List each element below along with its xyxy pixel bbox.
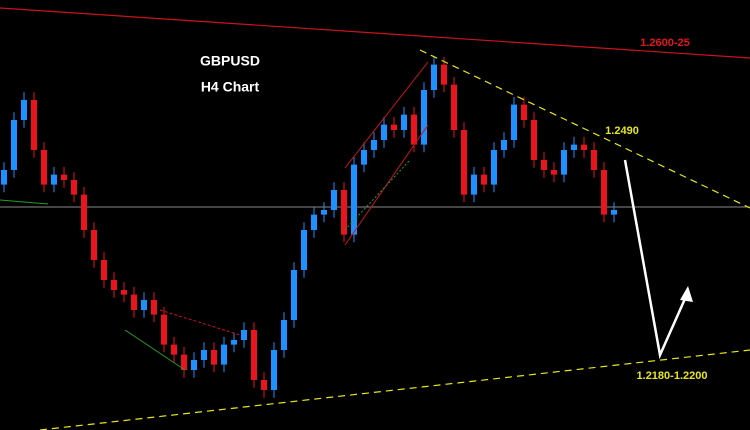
candle-body bbox=[41, 150, 47, 185]
candle-body bbox=[491, 150, 497, 185]
candle-body bbox=[361, 150, 367, 165]
candle-body bbox=[331, 190, 337, 210]
candle-body bbox=[451, 84, 457, 130]
candle-body bbox=[151, 300, 157, 315]
candle-body bbox=[291, 270, 297, 320]
candle-body bbox=[51, 174, 57, 185]
candle-body bbox=[181, 354, 187, 370]
candle-body bbox=[471, 174, 477, 195]
candle-body bbox=[311, 214, 317, 230]
candle-body bbox=[121, 290, 127, 295]
candle-body bbox=[81, 194, 87, 230]
channel-line bbox=[0, 199, 49, 205]
candle-body bbox=[541, 160, 547, 170]
candle-body bbox=[261, 380, 267, 390]
candle-body bbox=[381, 124, 387, 140]
candle-body bbox=[271, 350, 277, 390]
candle-body bbox=[281, 320, 287, 350]
candle-body bbox=[511, 104, 517, 140]
candle-body bbox=[481, 174, 487, 185]
candle-body bbox=[501, 140, 507, 150]
candle-body bbox=[201, 350, 207, 360]
candle-body bbox=[431, 64, 437, 90]
level-label: 1.2600-25 bbox=[640, 37, 690, 49]
candle-body bbox=[221, 344, 227, 365]
candle-body bbox=[441, 64, 447, 85]
candle-body bbox=[611, 210, 617, 215]
candle-body bbox=[581, 144, 587, 150]
candle-body bbox=[91, 230, 97, 260]
arrow-head bbox=[680, 286, 693, 302]
candle-body bbox=[171, 344, 177, 355]
candle-body bbox=[141, 300, 147, 310]
candle-body bbox=[191, 360, 197, 370]
candle-body bbox=[11, 120, 17, 170]
candle-body bbox=[131, 294, 137, 310]
candle-body bbox=[21, 100, 27, 120]
candle-body bbox=[601, 170, 607, 215]
forecast-arrow bbox=[623, 159, 690, 360]
candle-body bbox=[111, 280, 117, 290]
candle-body bbox=[561, 150, 567, 175]
candle-body bbox=[161, 314, 167, 345]
candle-body bbox=[591, 150, 597, 170]
candle-body bbox=[461, 130, 467, 195]
candle-body bbox=[71, 180, 77, 195]
candle-body bbox=[341, 190, 347, 235]
candle-body bbox=[371, 140, 377, 150]
resistance-line bbox=[0, 7, 750, 59]
candle-body bbox=[101, 260, 107, 280]
candle-body bbox=[551, 170, 557, 175]
candle-body bbox=[351, 164, 357, 235]
candle-body bbox=[231, 340, 237, 345]
candle-body bbox=[61, 174, 67, 180]
candle-body bbox=[241, 330, 247, 340]
candle-body bbox=[1, 170, 7, 185]
candle-body bbox=[251, 330, 257, 380]
channel-line bbox=[124, 329, 186, 371]
candle-body bbox=[301, 230, 307, 270]
channel-line bbox=[344, 61, 429, 169]
candle-body bbox=[521, 104, 527, 120]
candle-body bbox=[401, 114, 407, 130]
chart-subtitle: H4 Chart bbox=[201, 79, 260, 95]
candle-body bbox=[31, 100, 37, 150]
chart-title: GBPUSD bbox=[200, 53, 260, 69]
channel-line bbox=[159, 309, 241, 336]
candle-body bbox=[421, 90, 427, 145]
candle-body bbox=[211, 350, 217, 365]
candle-body bbox=[531, 120, 537, 160]
candle-body bbox=[411, 114, 417, 145]
candle-body bbox=[391, 124, 397, 130]
candles bbox=[1, 56, 617, 398]
trend-line-upper bbox=[419, 49, 750, 209]
level-label: 1.2180-1.2200 bbox=[637, 370, 708, 382]
candle-body bbox=[321, 210, 327, 215]
level-label: 1.2490 bbox=[605, 125, 639, 137]
candle-body bbox=[571, 144, 577, 150]
